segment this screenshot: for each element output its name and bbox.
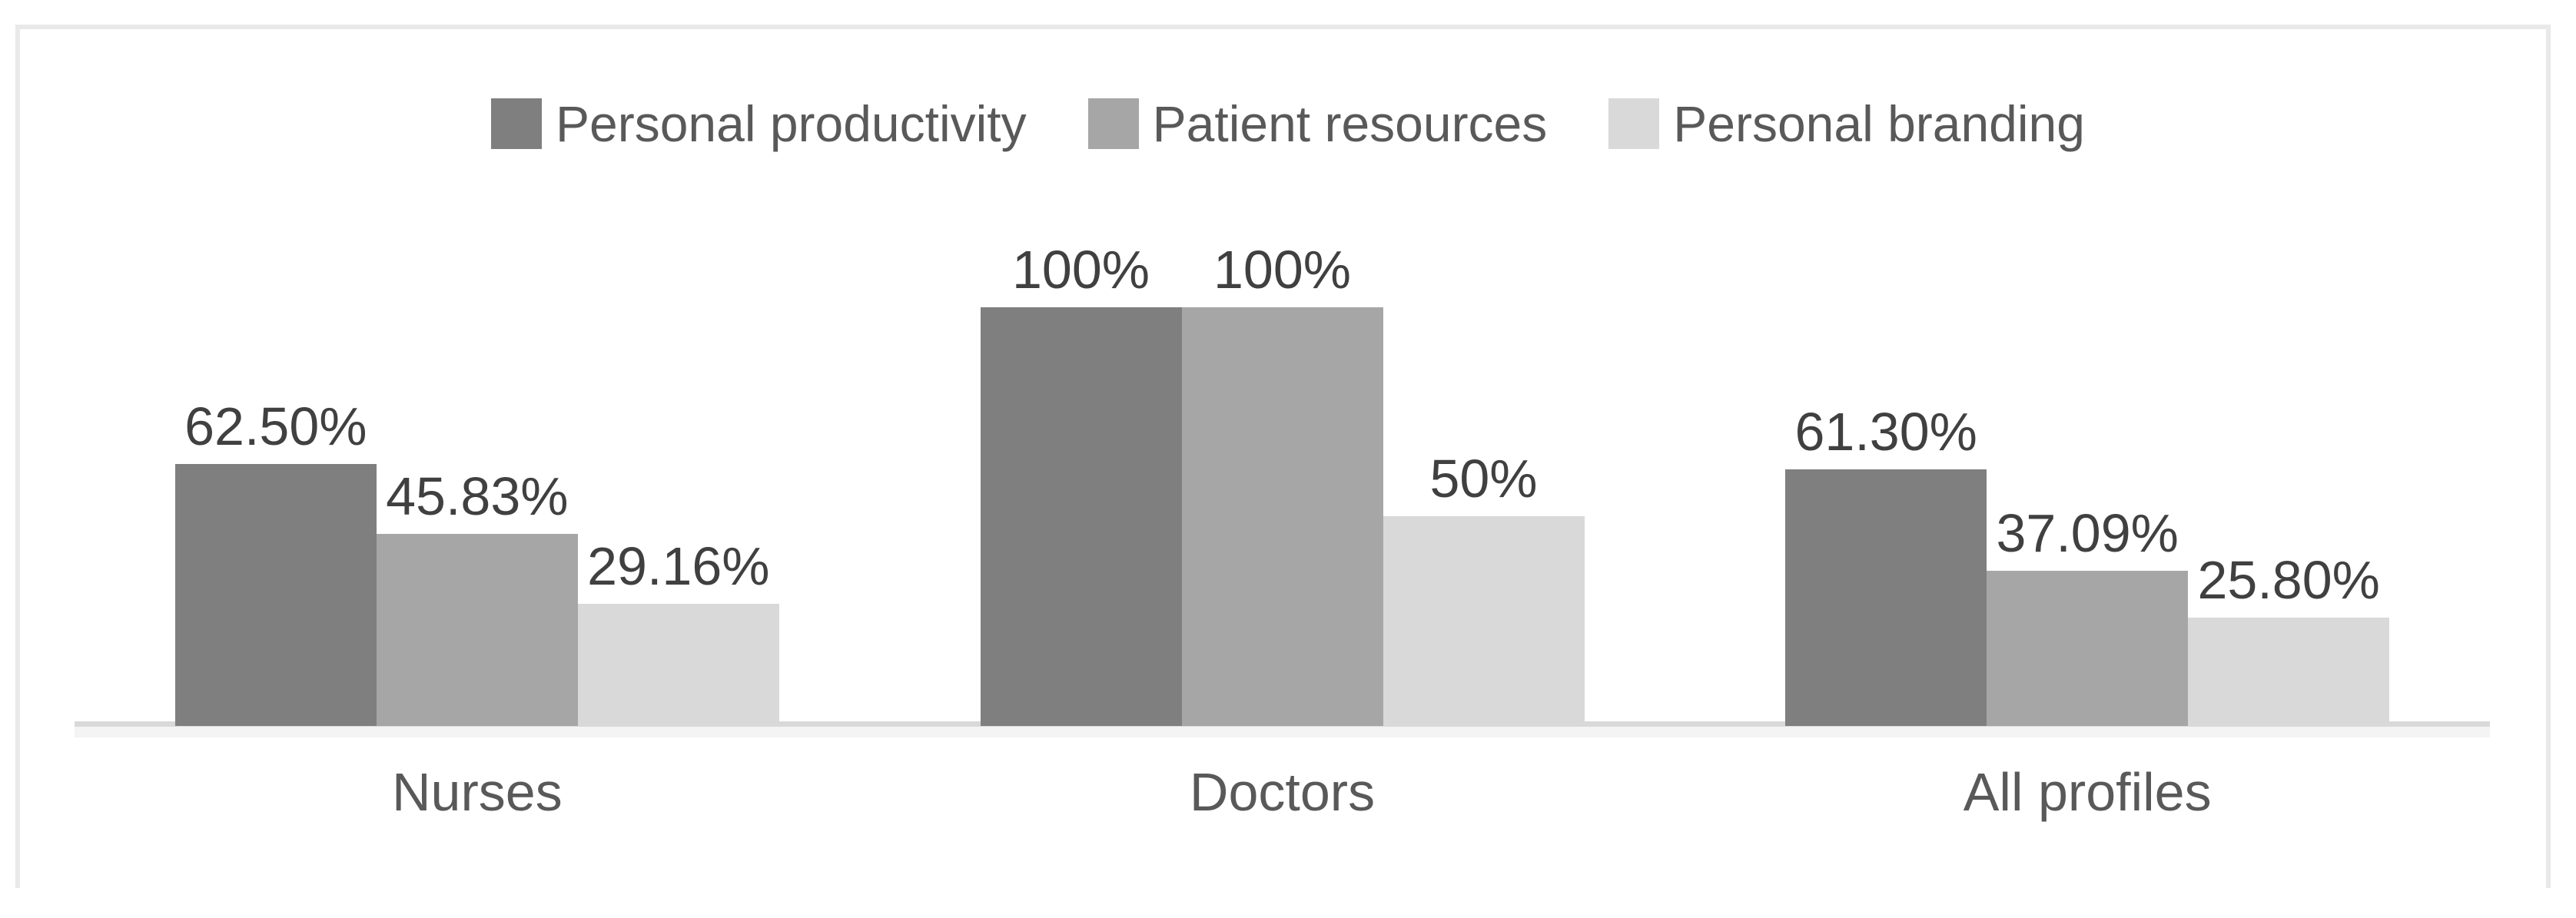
bar-value-label: 50% [1429,449,1538,509]
legend-swatch-icon [1608,98,1660,149]
bar-group-all-profiles: 61.30% 37.09% 25.80% [1685,0,2490,726]
bar-value-label: 100% [1213,240,1352,300]
category-label-all-profiles: All profiles [1963,762,2212,822]
bar-value-label: 61.30% [1794,402,1977,462]
bar-value-label: 25.80% [2197,550,2380,610]
bar-doctors-personal-productivity: 100% [980,243,1182,726]
bar-value-label: 37.09% [1996,503,2179,563]
category-label-doctors: Doctors [1189,762,1376,822]
bar-group-doctors: 100% 100% 50% [880,0,1685,726]
bar-all-profiles-personal-productivity: 61.30% [1785,405,1987,726]
category-label-nurses: Nurses [391,762,563,822]
legend: Personal productivity Patient resources Pe… [0,98,2576,149]
legend-swatch-icon [1087,98,1139,149]
bar-all-profiles-patient-resources: 37.09% [1987,506,2189,726]
bar-value-label: 100% [1011,240,1150,300]
bar-value-label: 62.50% [184,396,367,456]
legend-item-patient-resources: Patient resources [1087,95,1548,152]
category-labels: Nurses Doctors All profiles [75,765,2490,819]
bar-doctors-personal-branding: 50% [1383,452,1585,726]
legend-label: Personal productivity [556,95,1027,152]
bar-doctors-patient-resources: 100% [1181,243,1383,726]
bar-nurses-personal-branding: 29.16% [577,539,779,726]
bar-group-nurses: 62.50% 45.83% 29.16% [75,0,880,726]
bar-value-label: 45.83% [386,466,569,526]
x-axis-shadow [75,727,2490,737]
legend-label: Personal branding [1673,95,2085,152]
chart-border [15,25,2551,888]
legend-item-personal-branding: Personal branding [1608,98,2085,149]
bar-all-profiles-personal-branding: 25.80% [2188,553,2390,726]
legend-item-personal-productivity: Personal productivity [491,98,1027,149]
bar-value-label: 29.16% [587,536,770,596]
legend-swatch-icon [491,98,543,149]
plot-area: 62.50% 45.83% 29.16% 100% 100% 50% 61.30% 37.09… [75,0,2490,726]
bar-nurses-personal-productivity: 62.50% [174,399,377,726]
bar-nurses-patient-resources: 45.83% [376,469,578,726]
legend-label: Patient resources [1152,95,1548,152]
